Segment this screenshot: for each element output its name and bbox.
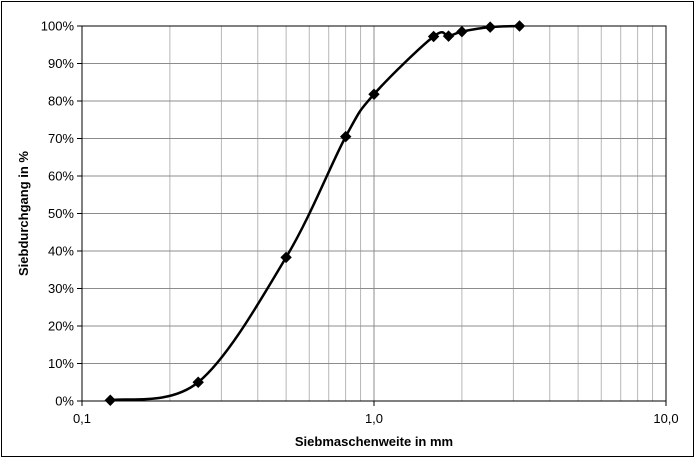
data-point-marker — [192, 376, 204, 388]
y-axis-title: Siebdurchgang in % — [16, 151, 31, 276]
x-axis-title: Siebmaschenweite in mm — [295, 434, 453, 449]
y-tick-label: 90% — [48, 56, 74, 71]
data-point-marker — [513, 20, 526, 32]
grid-lines — [81, 25, 667, 402]
y-tick-label: 60% — [48, 169, 74, 184]
x-tick-label: 0,1 — [73, 411, 91, 426]
x-tick-label: 10,0 — [653, 411, 678, 426]
data-point-marker — [339, 130, 352, 143]
data-point-marker — [456, 25, 468, 38]
y-tick-label: 100% — [41, 19, 75, 34]
y-tick-label: 20% — [48, 319, 74, 334]
data-point-marker — [104, 394, 117, 406]
y-tick-label: 70% — [48, 131, 74, 146]
data-point-marker — [280, 251, 292, 264]
marker-layer — [104, 20, 526, 406]
y-tick-label: 30% — [48, 281, 74, 296]
y-tick-label: 50% — [48, 206, 74, 221]
x-tick-label: 1,0 — [365, 411, 383, 426]
axis-ticks — [77, 25, 667, 406]
data-point-marker — [442, 30, 455, 42]
tick-labels: 0,1 1,0 10,0 0% 10% 20% 30% 40% 50% 60% 70% 80% 90% 1… — [41, 19, 679, 427]
data-point-marker — [368, 88, 380, 100]
data-point-marker — [427, 30, 440, 43]
y-tick-label: 0% — [55, 394, 74, 409]
data-point-marker — [484, 21, 496, 33]
y-tick-label: 10% — [48, 356, 74, 371]
y-tick-label: 80% — [48, 94, 74, 109]
y-tick-label: 40% — [48, 244, 74, 259]
